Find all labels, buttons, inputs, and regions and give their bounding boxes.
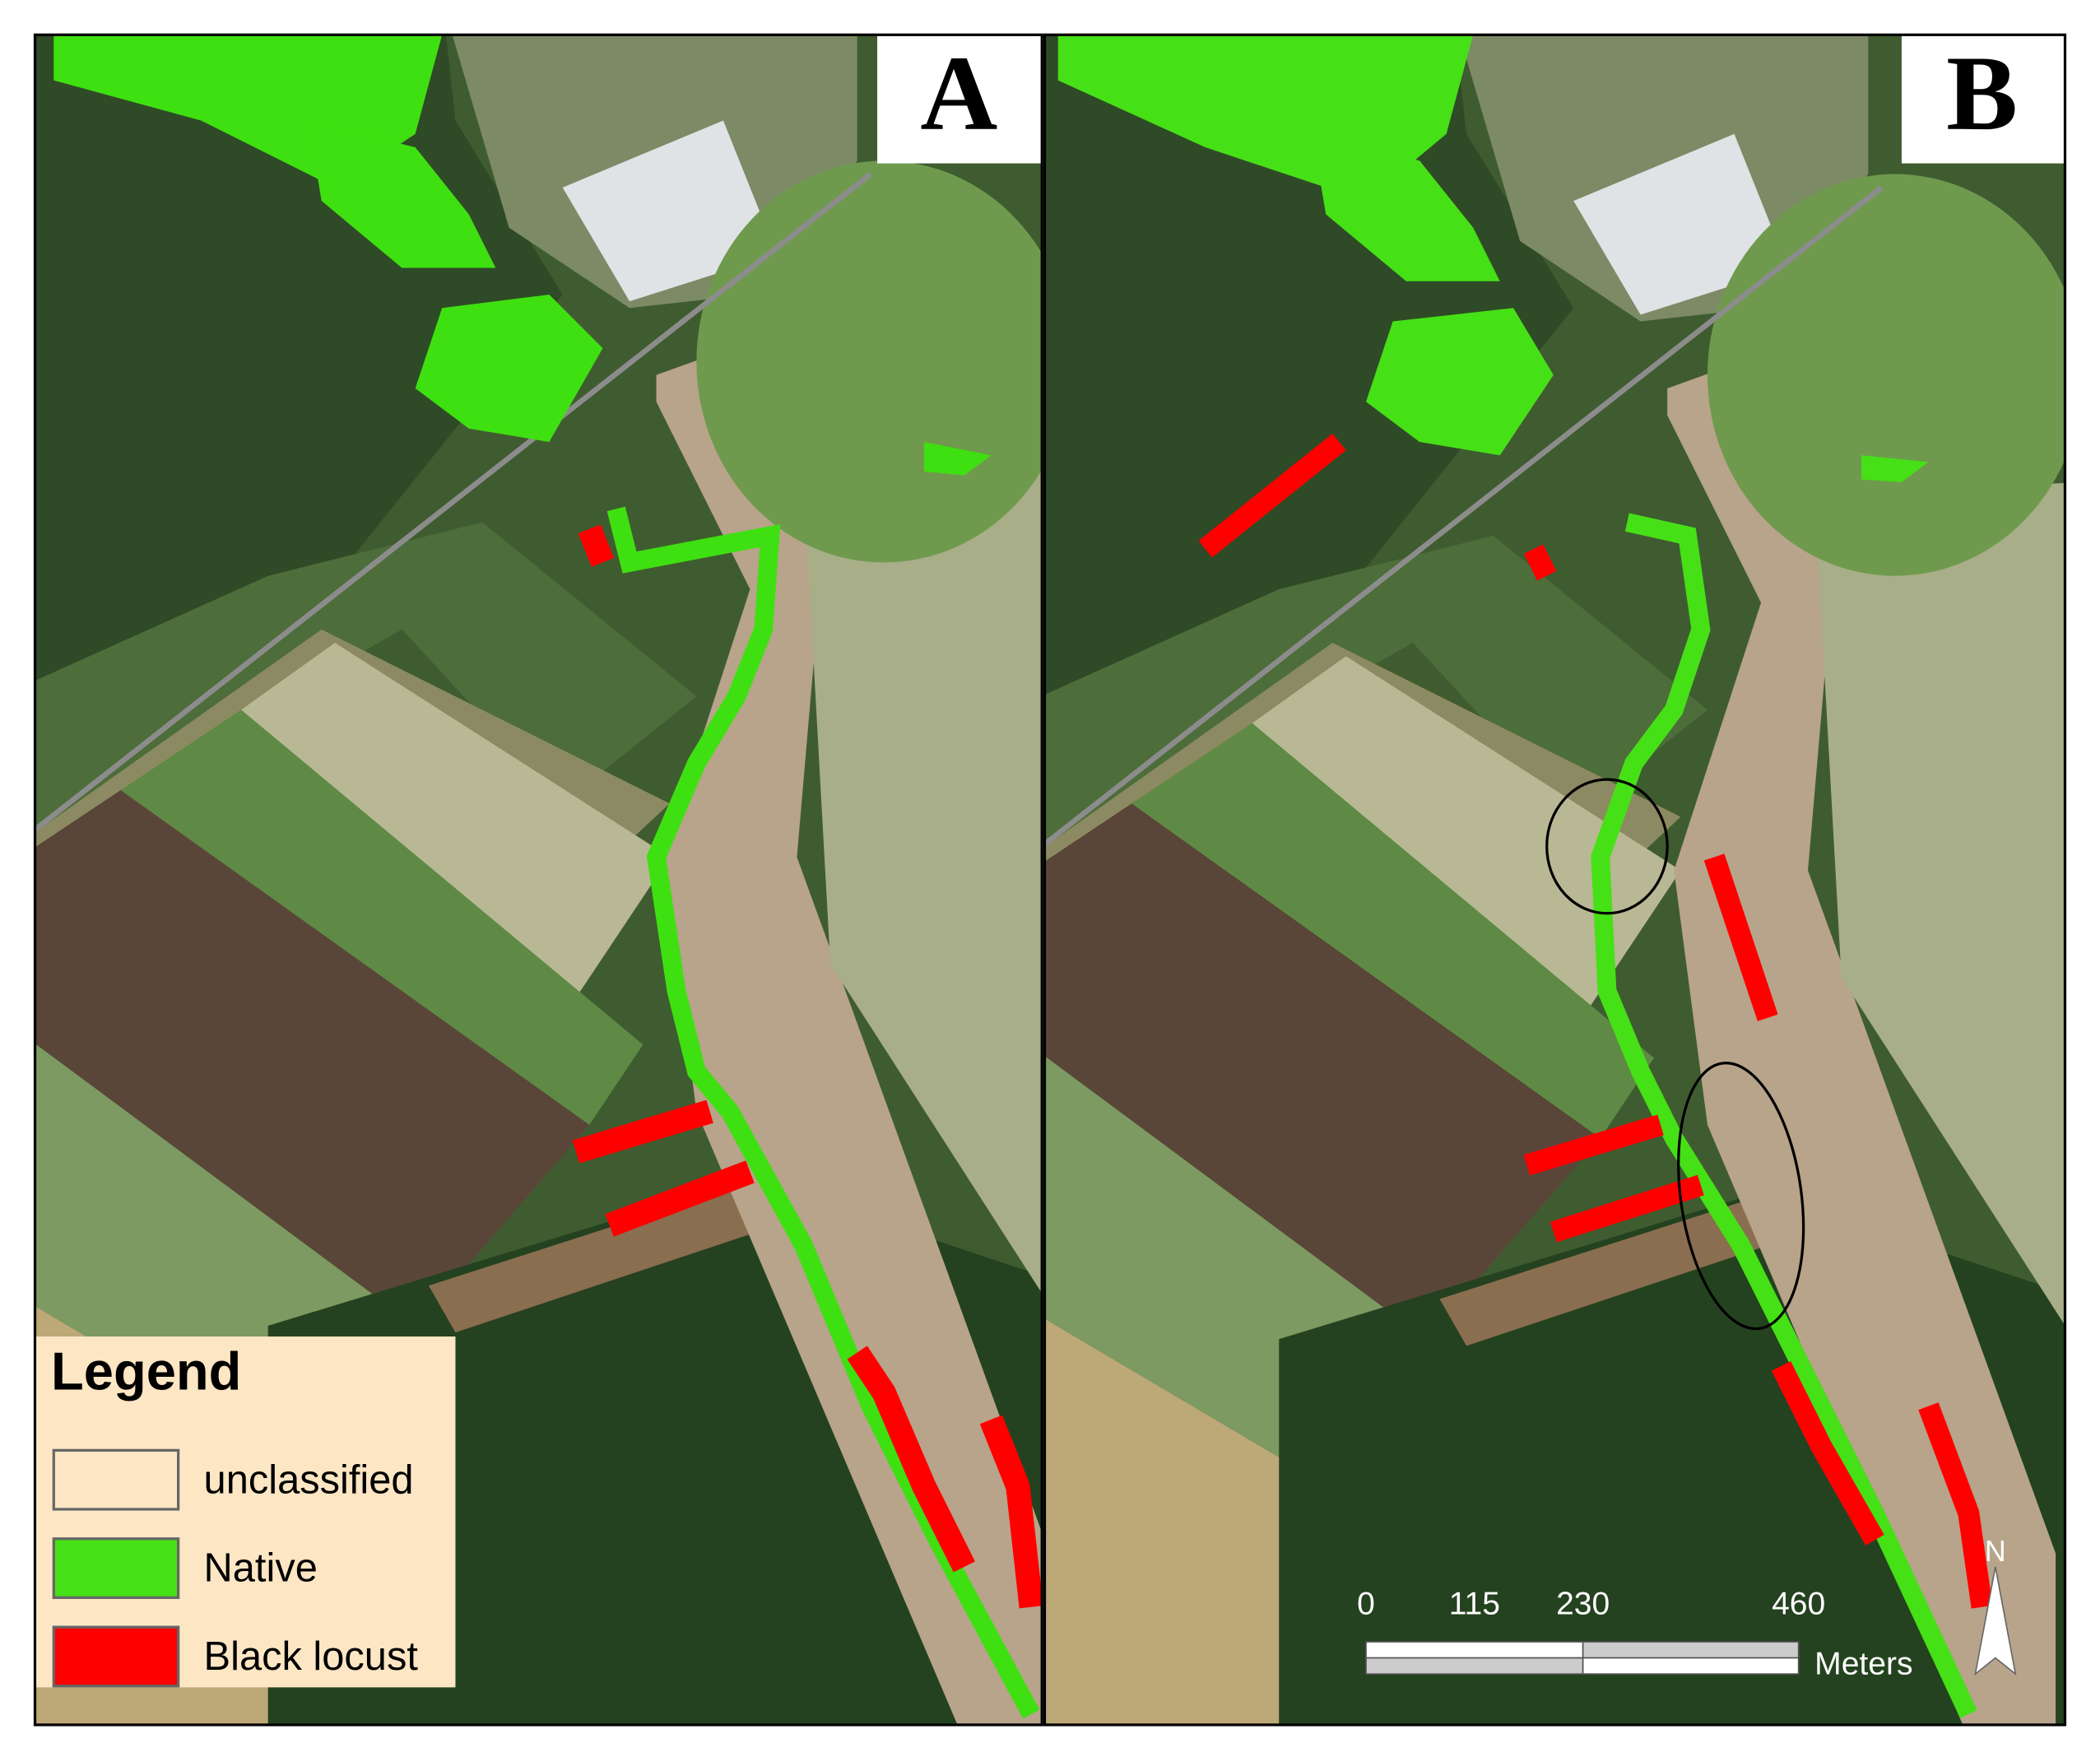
scale-label: 230 xyxy=(1556,1586,1610,1621)
legend-title: Legend xyxy=(51,1341,241,1401)
scale-segment xyxy=(1365,1641,1584,1659)
imagery xyxy=(1011,13,2083,1754)
scale-bar: Meters 0 115 230 460 xyxy=(1357,1586,1912,1681)
legend-swatch xyxy=(52,1448,180,1511)
native-corridor xyxy=(1591,513,1977,1718)
scale-label: 0 xyxy=(1357,1586,1375,1621)
panel-label-box xyxy=(1901,35,2064,164)
native-pixels xyxy=(53,35,992,476)
native-pixels xyxy=(1057,35,1929,482)
panel-label: A xyxy=(920,35,997,153)
legend-label: unclassified xyxy=(204,1457,414,1502)
black-locust-pixels xyxy=(1198,433,1993,1609)
panel-frame xyxy=(33,33,1043,1727)
north-arrow-shape xyxy=(1974,1566,2017,1676)
panel-frame xyxy=(1043,33,2067,1727)
scale-unit: Meters xyxy=(1814,1647,1912,1682)
legend-label: Native xyxy=(204,1546,318,1591)
scale-segment xyxy=(1365,1657,1584,1675)
black-locust-pixels xyxy=(572,524,1043,1609)
scale-segment xyxy=(1582,1641,1800,1659)
panel-label-box xyxy=(877,35,1041,164)
panel-a-map xyxy=(0,0,1043,1741)
north-arrow: N xyxy=(1974,1535,2017,1676)
legend-swatch xyxy=(52,1537,180,1599)
panel-b-map xyxy=(1011,13,2083,1754)
scale-label: 115 xyxy=(1449,1586,1500,1621)
legend-swatch xyxy=(52,1625,180,1688)
legend: Legend unclassified Native Black locust xyxy=(36,1336,456,1688)
north-label: N xyxy=(1985,1535,2006,1568)
highlight-ellipse xyxy=(1677,1062,1805,1331)
scale-label: 460 xyxy=(1772,1586,1825,1621)
highlight-ellipse xyxy=(1545,778,1669,915)
panel-label: B xyxy=(1946,35,2018,153)
legend-label: Black locust xyxy=(204,1634,419,1679)
native-corridor xyxy=(606,506,1040,1719)
scale-segment xyxy=(1582,1657,1800,1675)
